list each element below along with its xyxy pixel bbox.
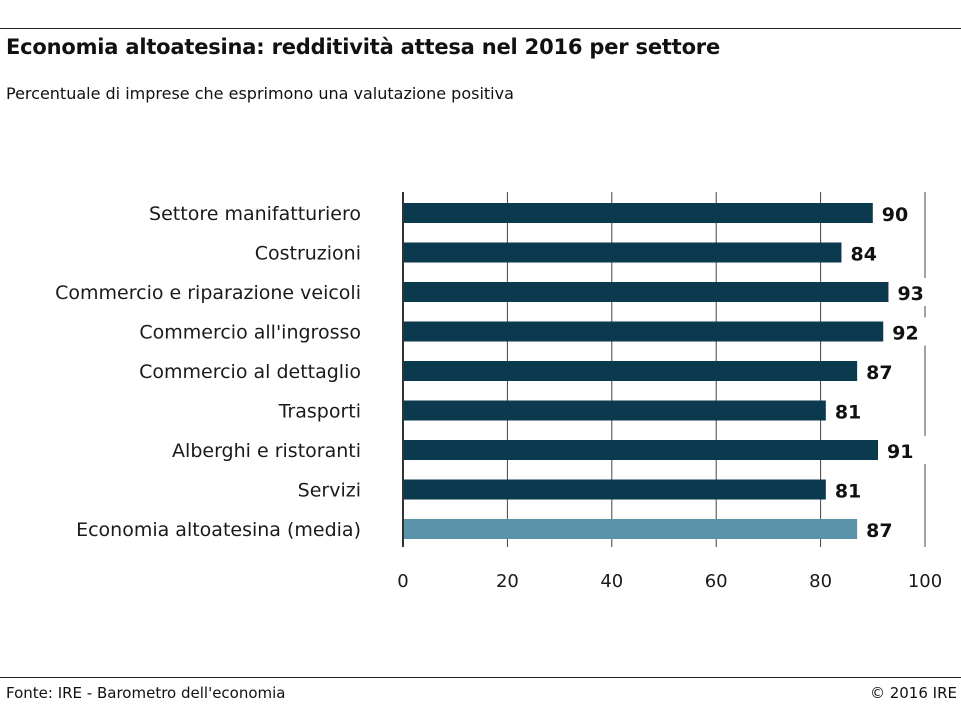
x-tick-label: 40 bbox=[600, 571, 623, 592]
bar-7 bbox=[403, 479, 826, 500]
value-label-bg bbox=[878, 436, 927, 464]
copyright-note: © 2016 IRE bbox=[869, 684, 957, 702]
x-tick-label: 80 bbox=[809, 571, 832, 592]
value-label: 92 bbox=[892, 323, 918, 345]
value-label: 81 bbox=[835, 402, 861, 424]
value-label-bg bbox=[872, 199, 921, 227]
value-label-bg bbox=[857, 515, 906, 543]
category-label: Commercio e riparazione veicoli bbox=[55, 282, 361, 304]
bar-6 bbox=[403, 440, 879, 460]
value-label-bg bbox=[841, 238, 890, 267]
source-note: Fonte: IRE - Barometro dell'economia bbox=[6, 684, 286, 702]
value-label: 87 bbox=[866, 520, 892, 542]
value-label: 90 bbox=[882, 204, 908, 226]
x-tick-label: 60 bbox=[705, 571, 728, 592]
chart-title: Economia altoatesina: redditività attesa… bbox=[6, 35, 721, 59]
top-rule bbox=[0, 28, 961, 29]
value-label-bg bbox=[888, 278, 937, 306]
value-label: 91 bbox=[887, 441, 913, 463]
value-label: 81 bbox=[835, 481, 861, 503]
category-label: Alberghi e ristoranti bbox=[172, 440, 361, 462]
bar-0 bbox=[403, 203, 873, 223]
chart-subtitle: Percentuale di imprese che esprimono una… bbox=[6, 84, 514, 103]
bar-4 bbox=[403, 361, 858, 381]
category-label: Commercio al dettaglio bbox=[139, 361, 361, 383]
category-label: Trasporti bbox=[278, 401, 361, 423]
bottom-rule bbox=[0, 677, 961, 678]
category-label: Commercio all'ingrosso bbox=[139, 322, 361, 344]
bar-8 bbox=[403, 519, 858, 539]
value-label-bg bbox=[825, 475, 874, 504]
bar-3 bbox=[403, 321, 884, 342]
x-tick-label: 100 bbox=[908, 571, 942, 592]
value-label-bg bbox=[825, 396, 874, 425]
value-label-bg bbox=[857, 357, 906, 385]
value-label: 84 bbox=[850, 244, 876, 266]
category-label: Servizi bbox=[298, 480, 361, 502]
bar-1 bbox=[403, 242, 842, 263]
value-label: 93 bbox=[897, 283, 923, 305]
x-tick-label: 20 bbox=[496, 571, 519, 592]
value-label-bg bbox=[883, 317, 932, 346]
bar-2 bbox=[403, 282, 889, 302]
category-label: Economia altoatesina (media) bbox=[76, 519, 361, 541]
category-label: Settore manifatturiero bbox=[149, 203, 361, 225]
x-tick-label: 0 bbox=[397, 571, 408, 592]
bar-5 bbox=[403, 400, 826, 421]
category-label: Costruzioni bbox=[255, 243, 361, 265]
value-label: 87 bbox=[866, 362, 892, 384]
